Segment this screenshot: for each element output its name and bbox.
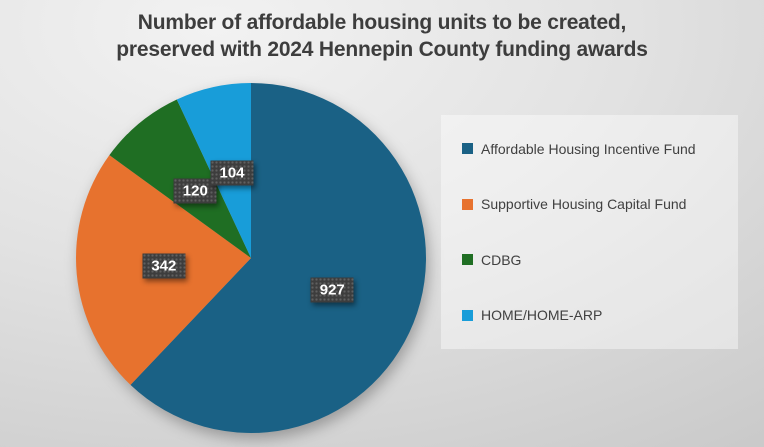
legend-swatch-icon	[462, 143, 473, 155]
legend-label: Supportive Housing Capital Fund	[481, 196, 687, 213]
data-label-affordable-housing-incentive-fund: 927	[310, 277, 354, 303]
chart-title-line-1: Number of affordable housing units to be…	[137, 11, 627, 34]
chart-title: Number of affordable housing units to be…	[0, 9, 764, 63]
legend-swatch-icon	[462, 198, 473, 210]
legend: Affordable Housing Incentive Fund Suppor…	[441, 115, 738, 349]
legend-label: HOME/HOME-ARP	[481, 307, 603, 324]
legend-swatch-icon	[462, 254, 473, 266]
chart-title-line-2: preserved with 2024 Hennepin County fund…	[116, 38, 648, 61]
data-label-cdbg: 120	[173, 178, 217, 204]
legend-label: Affordable Housing Incentive Fund	[481, 140, 696, 157]
pie-slice-affordable-housing-incentive-fund	[130, 83, 426, 433]
legend-label: CDBG	[481, 251, 522, 268]
legend-item-supportive-housing-capital-fund: Supportive Housing Capital Fund	[462, 196, 732, 212]
data-label-supportive-housing-capital-fund: 342	[142, 253, 186, 279]
legend-swatch-icon	[462, 309, 473, 321]
legend-item-home-home-arp: HOME/HOME-ARP	[462, 307, 732, 323]
legend-item-affordable-housing-incentive-fund: Affordable Housing Incentive Fund	[462, 141, 732, 157]
legend-item-cdbg: CDBG	[462, 252, 732, 268]
data-label-home-home-arp: 104	[210, 160, 254, 186]
